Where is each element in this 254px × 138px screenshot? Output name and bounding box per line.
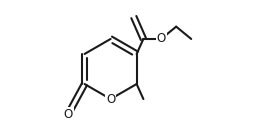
Text: O: O (64, 108, 73, 121)
Text: O: O (106, 93, 115, 106)
Text: O: O (156, 32, 166, 45)
